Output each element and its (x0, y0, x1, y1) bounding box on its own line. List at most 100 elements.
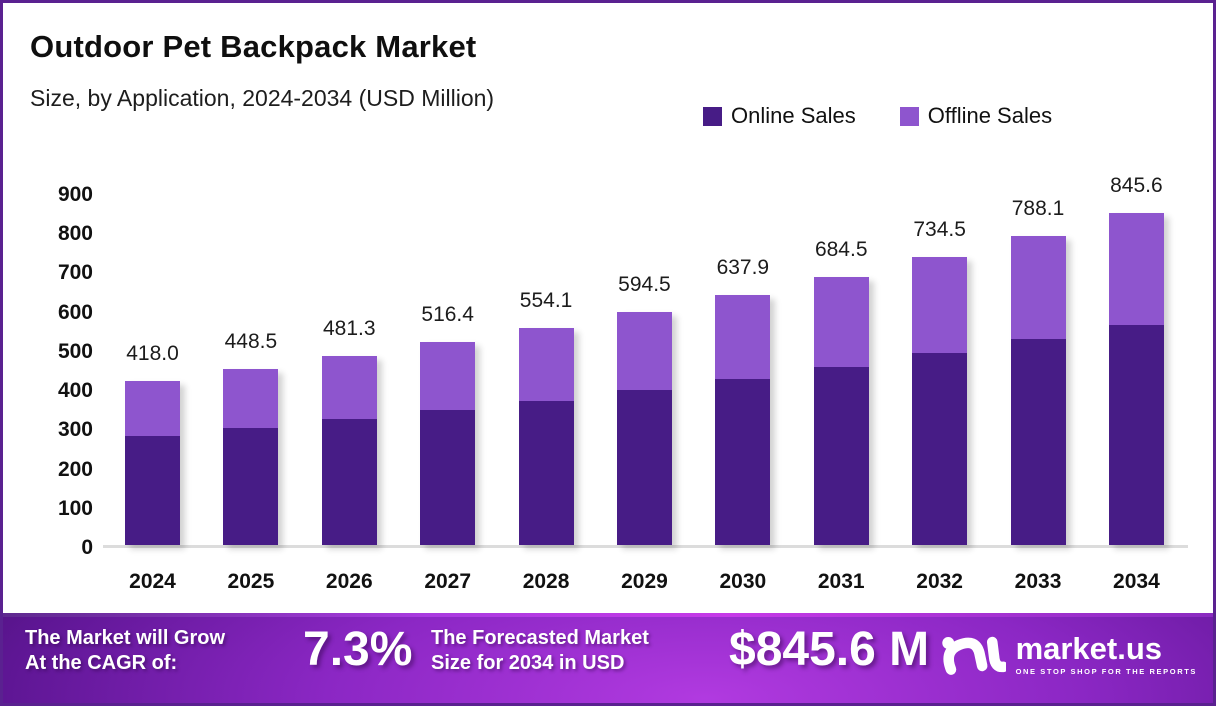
online-sales-segment (912, 353, 968, 545)
y-axis-tick-label: 700 (57, 261, 93, 285)
x-axis-tick-label: 2032 (916, 570, 963, 593)
bar-column-2031: 684.5 2031 (813, 195, 869, 593)
bar-column-2029: 594.5 2029 (616, 195, 672, 593)
x-axis-tick-label: 2034 (1113, 570, 1160, 593)
forecast-label-line2: Size for 2034 in USD (431, 652, 625, 674)
bar-total-label: 516.4 (421, 303, 474, 327)
forecast-label: The Forecasted Market Size for 2034 in U… (431, 626, 649, 676)
cagr-label: The Market will Grow At the CAGR of: (25, 626, 225, 676)
online-sales-segment (715, 378, 771, 545)
online-sales-segment (1108, 324, 1164, 545)
y-axis-tick-label: 600 (57, 300, 93, 324)
brand-tagline: ONE STOP SHOP FOR THE REPORTS (1015, 666, 1197, 676)
offline-sales-segment (1010, 235, 1066, 340)
offline-sales-segment (1108, 213, 1164, 325)
bar-column-2026: 481.3 2026 (321, 195, 377, 593)
offline-sales-segment (125, 381, 180, 436)
stacked-bar (813, 276, 869, 545)
online-sales-segment (223, 428, 279, 545)
offline-sales-segment (420, 342, 476, 411)
stacked-bar (321, 356, 377, 545)
bar-total-label: 637.9 (716, 255, 770, 279)
x-axis-tick-label: 2027 (424, 570, 472, 593)
y-axis-tick-label: 0 (81, 536, 93, 559)
bar-column-2024: 418.0 2024 (125, 195, 180, 593)
y-axis-tick-label: 200 (57, 457, 93, 481)
y-axis-tick-label: 800 (57, 222, 93, 246)
bar-total-label: 448.5 (224, 330, 278, 354)
y-axis-tick-label: 300 (57, 418, 93, 442)
stacked-bar (1108, 213, 1164, 545)
online-sales-swatch-icon (703, 106, 722, 126)
x-axis-tick-label: 2031 (817, 570, 865, 593)
x-axis-tick-label: 2030 (719, 570, 767, 593)
plot-area: 418.0 2024 448.5 2025 481.3 2026 516.4 2027 554.… (103, 174, 1188, 593)
y-axis-tick-label: 500 (57, 339, 93, 363)
cagr-label-line1: The Market will Grow (25, 627, 226, 649)
bar-total-label: 594.5 (618, 272, 671, 296)
footer-band: The Market will Grow At the CAGR of: 7.3… (3, 617, 1213, 703)
legend-item-online-sales: Online Sales (703, 103, 856, 129)
offline-sales-segment (223, 369, 279, 428)
offline-sales-segment (715, 294, 771, 379)
stacked-bar (223, 369, 279, 545)
x-axis-tick-label: 2025 (227, 570, 275, 593)
x-axis-tick-label: 2029 (621, 570, 668, 593)
bar-total-label: 788.1 (1011, 196, 1065, 220)
offline-sales-swatch-icon (899, 106, 919, 126)
chart-subtitle: Size, by Application, 2024-2034 (USD Mil… (30, 85, 495, 111)
bar-total-label: 845.6 (1110, 174, 1163, 198)
offline-sales-segment (912, 256, 968, 354)
legend: Online Sales Offline Sales (703, 103, 1052, 129)
footer-accent-line (3, 613, 1213, 617)
bar-column-2033: 788.1 2033 (1010, 195, 1066, 593)
online-sales-segment (321, 419, 377, 545)
x-axis-tick-label: 2033 (1014, 570, 1062, 593)
bar-total-label: 418.0 (126, 342, 179, 366)
brand-name: market.us (1015, 630, 1163, 666)
bar-column-2032: 734.5 2032 (912, 195, 968, 593)
bar-column-2027: 516.4 2027 (420, 195, 476, 593)
online-sales-segment (125, 436, 180, 545)
online-sales-segment (813, 366, 869, 545)
bar-column-2030: 637.9 2030 (715, 195, 771, 593)
online-sales-segment (518, 400, 574, 545)
offline-sales-segment (321, 356, 377, 420)
bar-column-2028: 554.1 2028 (518, 195, 574, 593)
x-axis-tick-label: 2024 (129, 570, 176, 593)
stacked-bar (125, 381, 180, 545)
offline-sales-segment (813, 276, 869, 367)
forecast-label-line1: The Forecasted Market (431, 627, 649, 649)
online-sales-segment (1010, 339, 1066, 545)
bar-total-label: 734.5 (913, 217, 966, 241)
bar-group: 418.0 2024 448.5 2025 481.3 2026 516.4 2027 554.… (103, 174, 1188, 593)
stacked-bar (912, 256, 968, 545)
offline-sales-segment (518, 327, 574, 401)
market-us-logo-icon (941, 636, 1006, 675)
stacked-bar (518, 327, 574, 545)
bar-total-label: 554.1 (519, 288, 573, 312)
stacked-bar (715, 294, 771, 545)
footer-banner: The Market will Grow At the CAGR of: 7.3… (3, 613, 1213, 703)
y-axis: 0 100 200 300 400 500 600 700 800 900 (31, 183, 93, 559)
y-axis-tick-label: 900 (57, 183, 93, 206)
brand-block: market.us ONE STOP SHOP FOR THE REPORTS (940, 631, 1197, 677)
legend-label: Online Sales (731, 103, 856, 128)
bar-total-label: 684.5 (814, 237, 868, 261)
bar-total-label: 481.3 (323, 317, 376, 341)
cagr-value: 7.3% (303, 623, 413, 676)
legend-item-offline-sales: Offline Sales (899, 103, 1053, 129)
page-title: Outdoor Pet Backpack Market (30, 29, 477, 64)
stacked-bar (1010, 235, 1066, 545)
x-axis-tick-label: 2028 (522, 570, 570, 593)
bar-column-2034: 845.6 2034 (1108, 174, 1164, 593)
y-axis-tick-label: 100 (57, 496, 93, 520)
legend-label: Offline Sales (927, 103, 1053, 128)
x-axis-tick-label: 2026 (325, 570, 373, 593)
online-sales-segment (616, 390, 672, 545)
y-axis-tick-label: 400 (57, 379, 93, 403)
cagr-label-line2: At the CAGR of: (25, 652, 178, 674)
bar-column-2025: 448.5 2025 (223, 195, 279, 593)
stacked-bar (420, 342, 476, 545)
